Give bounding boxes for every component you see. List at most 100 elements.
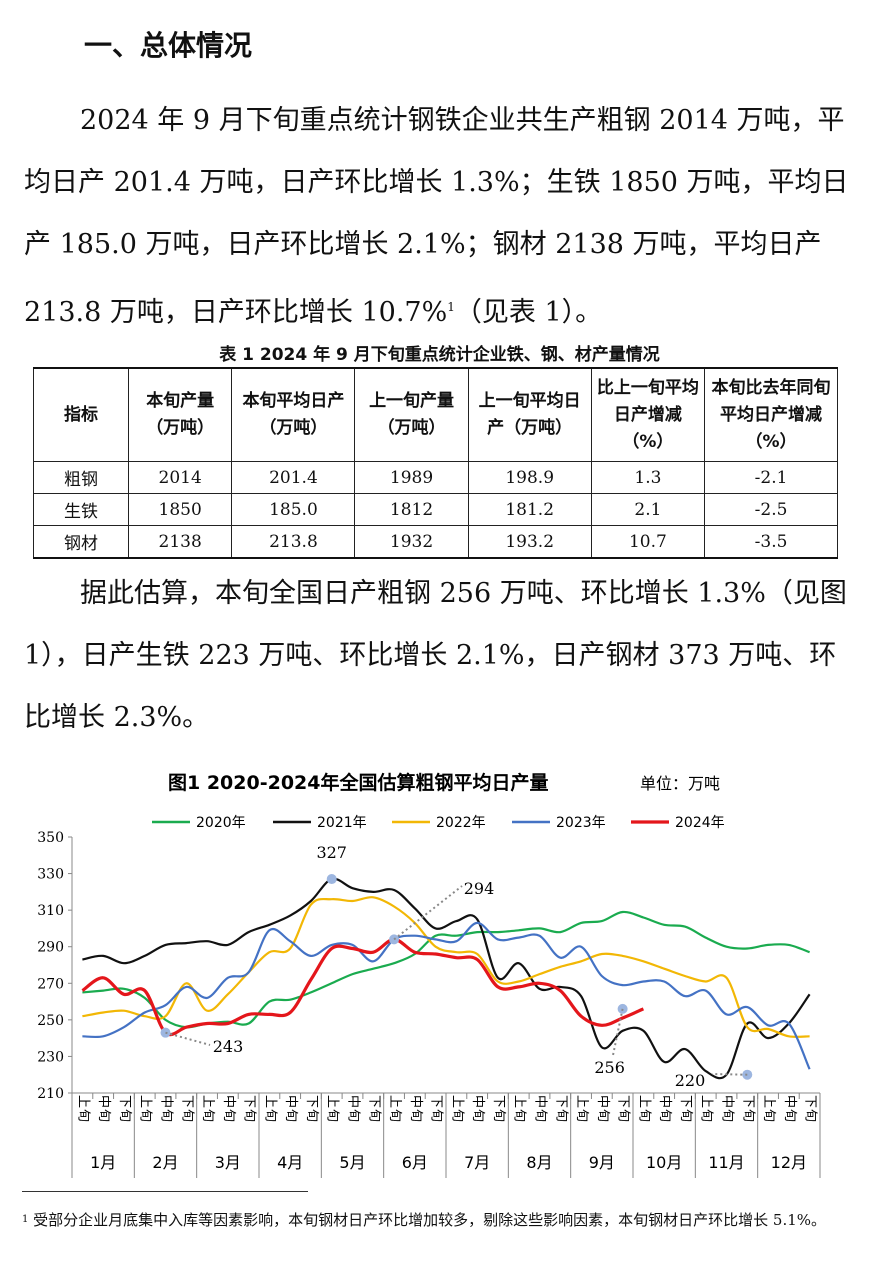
x-tick-label: 下 <box>366 1095 381 1108</box>
annotation-leader <box>611 1008 624 1058</box>
x-tick-label: 中 <box>720 1095 735 1108</box>
footnote-marker: 1 <box>22 1214 29 1225</box>
x-tick-label: 旬 <box>387 1109 402 1122</box>
estimate-paragraph: 据此估算，本旬全国日产粗钢 256 万吨、环比增长 1.3%（见图 1），日产生… <box>24 563 856 749</box>
x-tick-label: 上 <box>636 1095 651 1108</box>
cell: 2014 <box>127 461 233 494</box>
x-tick-label: 旬 <box>512 1109 527 1122</box>
table-header-row: 指标 本旬产量（万吨） 本旬平均日产（万吨） 上一旬产量（万吨） 上一旬平均日产… <box>33 367 838 462</box>
y-tick-label: 250 <box>37 1013 64 1029</box>
steel-output-chart: 图1 2020-2024年全国估算粗钢平均日产量 单位：万吨 2020年 2021… <box>37 771 821 1178</box>
x-tick-label: 上 <box>138 1095 153 1108</box>
x-tick-label: 旬 <box>533 1109 548 1122</box>
y-tick-label: 210 <box>37 1086 64 1102</box>
annotation-label: 327 <box>316 843 347 862</box>
series-line-2024 <box>81 937 645 1037</box>
cell: 213.8 <box>231 525 356 559</box>
cell: 1989 <box>354 461 469 494</box>
footnote: 1 受部分企业月底集中入库等因素影响，本旬钢材日产环比增加较多，剔除这些影响因素… <box>22 1207 858 1233</box>
x-tick-label: 旬 <box>657 1109 672 1122</box>
estimate-text: 据此估算，本旬全国日产粗钢 256 万吨、环比增长 1.3%（见图 1），日产生… <box>24 578 847 733</box>
month-label: 6月 <box>402 1153 428 1172</box>
summary-paragraph: 2024 年 9 月下旬重点统计钢铁企业共生产粗钢 2014 万吨，平均日产 2… <box>24 90 856 344</box>
annotation-label: 243 <box>213 1037 244 1056</box>
cell: 1.3 <box>590 461 706 494</box>
x-tick-label: 旬 <box>449 1109 464 1122</box>
table-row: 钢材 2138 213.8 1932 193.2 10.7 -3.5 <box>33 525 838 559</box>
chart-legend: 2020年 2021年 2022年 2023年 2024年 <box>152 815 725 831</box>
x-tick-label: 上 <box>512 1095 527 1108</box>
annotation-marker <box>742 1069 753 1080</box>
cell: 生铁 <box>33 493 129 526</box>
col-header-change-yoy: 本旬比去年同旬平均日产增减（%） <box>704 367 838 462</box>
month-label: 3月 <box>215 1153 241 1172</box>
x-tick-label: 上 <box>325 1095 340 1108</box>
annotation-leader <box>711 1073 748 1076</box>
annotation-label: 256 <box>594 1058 625 1077</box>
x-tick-label: 中 <box>221 1095 236 1108</box>
col-header-prev-output: 上一旬产量（万吨） <box>354 367 469 462</box>
x-tick-label: 下 <box>740 1095 755 1108</box>
chart-lines <box>81 877 811 1080</box>
cell: 1850 <box>127 493 233 526</box>
legend-label: 2020年 <box>196 815 246 831</box>
cell: 1812 <box>354 493 469 526</box>
annotation-marker <box>160 1027 171 1038</box>
x-tick-label: 旬 <box>96 1109 111 1122</box>
x-tick-label: 中 <box>283 1095 298 1108</box>
x-tick-label: 旬 <box>200 1109 215 1122</box>
x-tick-label: 旬 <box>221 1109 236 1122</box>
x-tick-label: 中 <box>470 1095 485 1108</box>
month-label: 8月 <box>526 1153 552 1172</box>
x-tick-label: 上 <box>200 1095 215 1108</box>
x-tick-label: 上 <box>761 1095 776 1108</box>
x-tick-label: 中 <box>96 1095 111 1108</box>
x-tick-label: 旬 <box>408 1109 423 1122</box>
x-tick-label: 旬 <box>117 1109 132 1122</box>
x-tick-label: 下 <box>304 1095 319 1108</box>
x-tick-label: 旬 <box>346 1109 361 1122</box>
month-label: 5月 <box>339 1153 365 1172</box>
chart-unit: 单位：万吨 <box>640 774 720 793</box>
cell: -2.5 <box>704 493 838 526</box>
cell: 181.2 <box>467 493 592 526</box>
x-tick-label: 中 <box>346 1095 361 1108</box>
month-label: 7月 <box>464 1153 490 1172</box>
y-tick-label: 270 <box>37 976 64 992</box>
x-tick-label: 上 <box>699 1095 714 1108</box>
y-tick-label: 230 <box>37 1049 64 1065</box>
cell: 粗钢 <box>33 461 129 494</box>
x-tick-label: 下 <box>553 1095 568 1108</box>
x-tick-label: 旬 <box>179 1109 194 1122</box>
x-tick-label: 旬 <box>159 1109 174 1122</box>
month-label: 9月 <box>589 1153 615 1172</box>
x-tick-label: 上 <box>262 1095 277 1108</box>
y-tick-label: 330 <box>37 867 64 883</box>
legend-label: 2023年 <box>556 815 606 831</box>
col-header-prev-daily: 上一旬平均日产（万吨） <box>467 367 592 462</box>
x-tick-label: 旬 <box>262 1109 277 1122</box>
month-label: 11月 <box>708 1153 744 1172</box>
chart-title: 图1 2020-2024年全国估算粗钢平均日产量 <box>168 771 548 794</box>
x-tick-label: 旬 <box>470 1109 485 1122</box>
cell: -3.5 <box>704 525 838 559</box>
x-tick-label: 旬 <box>595 1109 610 1122</box>
cell: 198.9 <box>467 461 592 494</box>
month-label: 2月 <box>152 1153 178 1172</box>
x-tick-label: 旬 <box>138 1109 153 1122</box>
x-tick-label: 旬 <box>242 1109 257 1122</box>
series-line-2023 <box>82 921 811 1070</box>
cell: 2138 <box>127 525 233 559</box>
x-tick-label: 旬 <box>574 1109 589 1122</box>
x-tick-label: 下 <box>491 1095 506 1108</box>
month-label: 10月 <box>646 1153 682 1172</box>
summary-text: 2024 年 9 月下旬重点统计钢铁企业共生产粗钢 2014 万吨，平均日产 2… <box>24 105 849 328</box>
x-tick-label: 旬 <box>740 1109 755 1122</box>
x-tick-label: 中 <box>159 1095 174 1108</box>
x-tick-label: 下 <box>242 1095 257 1108</box>
annotation-marker <box>326 874 337 885</box>
x-tick-label: 上 <box>574 1095 589 1108</box>
x-tick-label: 旬 <box>678 1109 693 1122</box>
x-tick-label: 旬 <box>325 1109 340 1122</box>
y-tick-label: 290 <box>37 940 64 956</box>
